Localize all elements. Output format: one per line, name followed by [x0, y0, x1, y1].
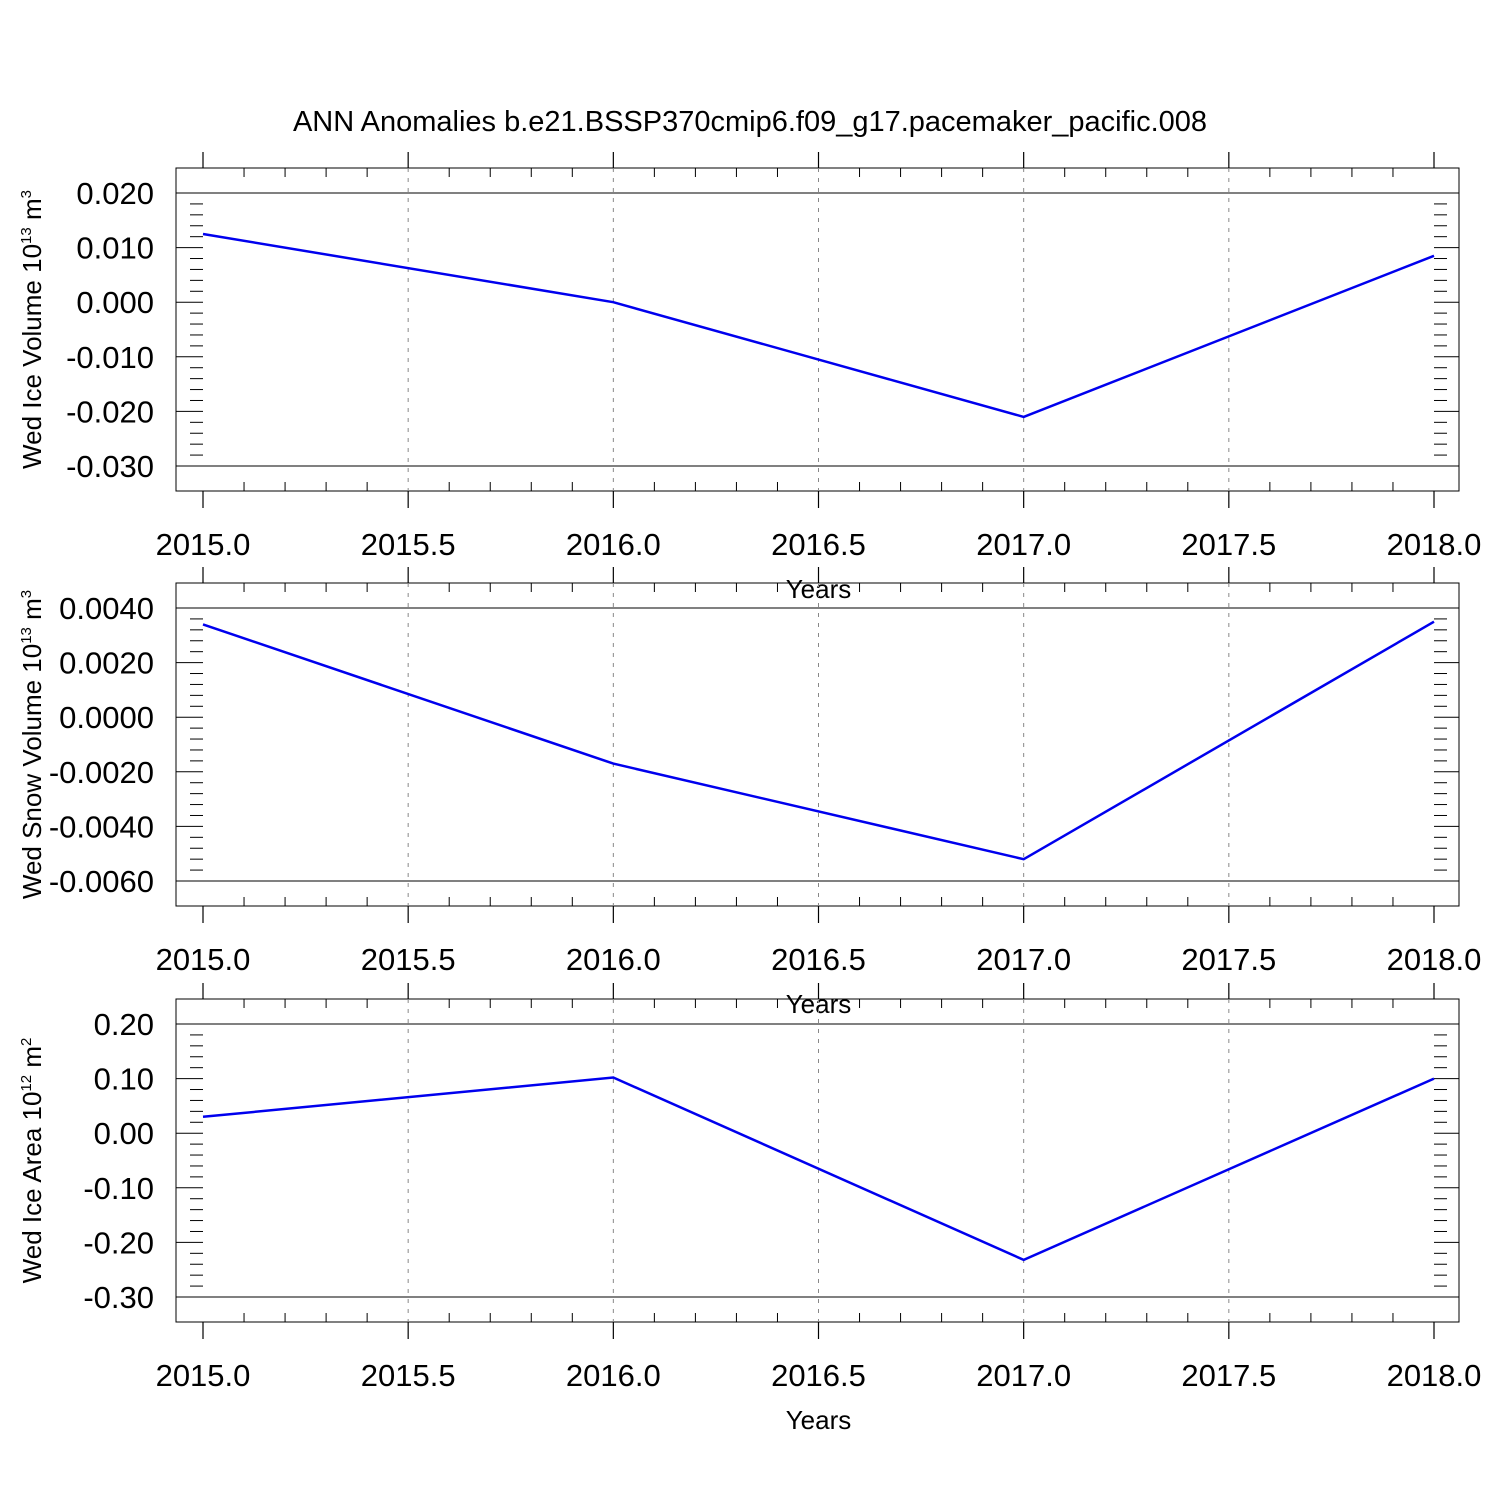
x-tick-label: 2015.0 [156, 942, 251, 977]
plot-frame [175, 582, 1460, 907]
series-line [202, 1076, 1435, 1262]
x-tick-label: 2015.5 [361, 942, 456, 977]
series-line [202, 620, 1435, 861]
panels: 0.020 0.010 0.000 -0.010 -0.020 -0.030 2015.0 2… [17, 152, 1481, 1435]
y-axis-label: Wed Snow Volume 1013 m3 [17, 590, 47, 899]
y-axis-label: Wed Ice Volume 1013 m3 [17, 190, 47, 469]
y-tick-label: -0.0040 [49, 809, 154, 844]
x-tick-label: 2018.0 [1387, 942, 1482, 977]
x-tick-label: 2017.5 [1181, 1358, 1276, 1393]
y-label-main: Wed Ice Area 10 [17, 1092, 47, 1284]
panel-2: 0.0040 0.0020 0.0000 -0.0020 -0.0040 -0.0060 2… [17, 567, 1481, 1019]
chart-title: ANN Anomalies b.e21.BSSP370cmip6.f09_g17… [293, 106, 1207, 138]
y-label-exp: 12 [18, 1075, 35, 1092]
y-label-main: Wed Ice Volume 10 [17, 244, 47, 469]
x-tick-label: 2017.0 [976, 942, 1071, 977]
y-tick-label: -0.0060 [49, 864, 154, 899]
y-label-unit: m [17, 598, 47, 627]
x-tick-label: 2016.5 [771, 942, 866, 977]
x-tick-label: 2017.0 [976, 1358, 1071, 1393]
y-tick-label: 0.0040 [59, 591, 154, 626]
y-tick-label: -0.0020 [49, 755, 154, 790]
series-line [202, 232, 1435, 419]
x-tick-label: 2015.5 [361, 1358, 456, 1393]
y-tick-label: 0.0000 [59, 700, 154, 735]
y-tick-label: -0.030 [66, 449, 154, 484]
x-tick-label: 2016.5 [771, 1358, 866, 1393]
x-tick-label: 2017.0 [976, 527, 1071, 562]
x-tick-label: 2016.0 [566, 942, 661, 977]
y-tick-label: 0.020 [76, 176, 154, 211]
plot-frame [175, 167, 1460, 492]
y-label-main: Wed Snow Volume 10 [17, 644, 47, 899]
y-tick-label: -0.30 [83, 1280, 154, 1315]
y-tick-label: -0.20 [83, 1225, 154, 1260]
y-tick-label: 0.00 [94, 1116, 154, 1151]
x-tick-label: 2018.0 [1387, 527, 1482, 562]
y-label-exp: 13 [18, 227, 35, 244]
panel-3: 0.20 0.10 0.00 -0.10 -0.20 -0.30 2015.0 2015.5 2… [17, 983, 1481, 1435]
x-tick-label: 2015.5 [361, 527, 456, 562]
x-tick-label: 2017.5 [1181, 527, 1276, 562]
x-tick-label: 2016.0 [566, 1358, 661, 1393]
x-tick-label: 2016.5 [771, 527, 866, 562]
y-label-unit-exp: 3 [18, 590, 35, 598]
x-tick-label: 2018.0 [1387, 1358, 1482, 1393]
y-label-unit: m [17, 198, 47, 227]
x-tick-label: 2017.5 [1181, 942, 1276, 977]
y-tick-label: 0.000 [76, 285, 154, 320]
plot-frame [175, 998, 1460, 1323]
x-tick-label: 2015.0 [156, 1358, 251, 1393]
y-tick-label: -0.010 [66, 340, 154, 375]
y-tick-label: 0.010 [76, 231, 154, 266]
x-tick-label: 2015.0 [156, 527, 251, 562]
x-axis-label: Years [786, 1405, 852, 1435]
y-tick-label: -0.10 [83, 1171, 154, 1206]
y-label-unit-exp: 2 [18, 1038, 35, 1046]
y-tick-label: 0.20 [94, 1007, 154, 1042]
y-label-unit: m [17, 1046, 47, 1075]
y-tick-label: -0.020 [66, 394, 154, 429]
y-label-exp: 13 [18, 627, 35, 644]
x-tick-label: 2016.0 [566, 527, 661, 562]
y-label-unit-exp: 3 [18, 190, 35, 198]
y-axis-label: Wed Ice Area 1012 m2 [17, 1038, 47, 1284]
y-tick-label: 0.10 [94, 1062, 154, 1097]
y-tick-label: 0.0020 [59, 646, 154, 681]
panel-1: 0.020 0.010 0.000 -0.010 -0.020 -0.030 2015.0 2… [17, 152, 1481, 604]
